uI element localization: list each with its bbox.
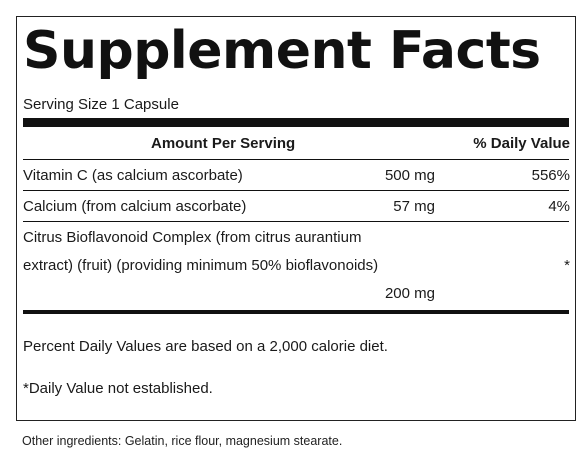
section-divider: [23, 310, 569, 314]
other-ingredients: Other ingredients: Gelatin, rice flour, …: [22, 434, 343, 448]
nutrient-daily-value: 556%: [531, 167, 570, 184]
amount-per-serving-header: Amount Per Serving: [151, 135, 296, 152]
daily-value-header: % Daily Value: [473, 135, 570, 152]
thick-divider: [23, 118, 569, 127]
serving-size: Serving Size 1 Capsule: [23, 96, 179, 113]
nutrient-amount: 57 mg: [393, 198, 435, 215]
nutrient-daily-value: *: [564, 257, 570, 274]
nutrient-amount: 200 mg: [384, 285, 435, 302]
row-divider: [23, 221, 569, 222]
nutrient-name-line-2: extract) (fruit) (providing minimum 50% …: [23, 257, 379, 274]
row-divider: [23, 159, 569, 160]
nutrient-name: Vitamin C (as calcium ascorbate): [23, 167, 243, 184]
nutrient-amount: 500 mg: [384, 167, 435, 184]
supplement-facts-panel: Supplement Facts Serving Size 1 Capsule …: [16, 16, 576, 421]
nutrient-daily-value: 4%: [548, 198, 570, 215]
percent-dv-note: Percent Daily Values are based on a 2,00…: [23, 338, 388, 355]
page-title: Supplement Facts: [23, 21, 541, 81]
row-divider: [23, 190, 569, 191]
nutrient-name-line-1: Citrus Bioflavonoid Complex (from citrus…: [23, 229, 362, 246]
nutrient-name: Calcium (from calcium ascorbate): [23, 198, 247, 215]
dv-not-established-note: *Daily Value not established.: [23, 380, 213, 397]
